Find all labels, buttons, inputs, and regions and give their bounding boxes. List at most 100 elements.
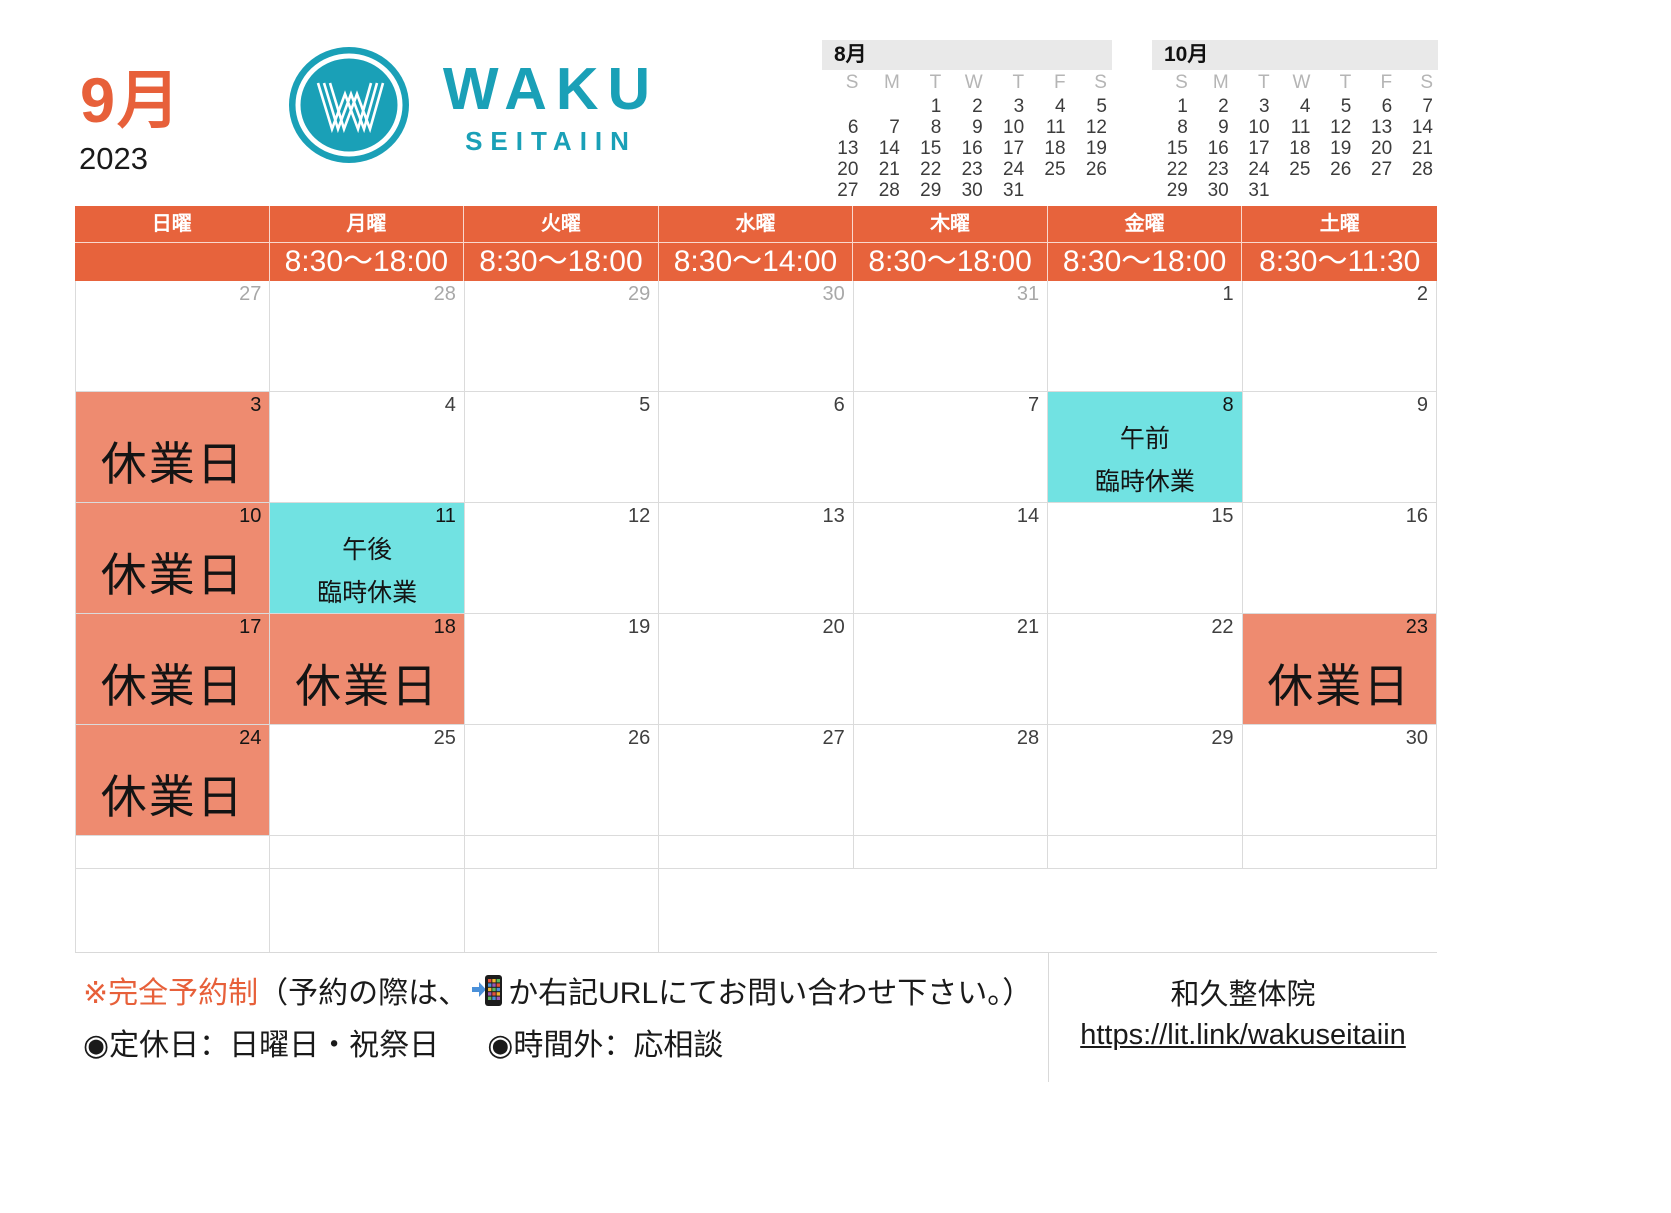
cell-content	[465, 640, 658, 725]
closed-day-label: 休業日	[100, 770, 245, 823]
date-number: 5	[639, 394, 651, 416]
mini-weekday-label: T	[1257, 72, 1270, 93]
date-number: 19	[628, 616, 651, 638]
cell-content	[1243, 751, 1436, 836]
calendar-day-cell: 3 休業日	[76, 392, 271, 503]
mini-date: 13	[837, 138, 859, 159]
empty-cell	[659, 836, 854, 869]
calendar-day-cell: 14	[853, 503, 1049, 614]
calendar-week-row: 24 休業日 25 26 27 28 29 30	[75, 725, 1437, 836]
mini-date: 21	[1411, 138, 1433, 159]
calendar-day-cell: 12	[464, 503, 660, 614]
clinic-url-link[interactable]: https://lit.link/wakuseitaiin	[1080, 1019, 1406, 1051]
notes-section: ※完全予約制 （予約の際は、 か右記URLにてお問い合わせ下さい。） ◉定休日：…	[75, 952, 1437, 1082]
hours-cell	[75, 243, 270, 281]
date-number: 6	[833, 394, 845, 416]
empty-row	[75, 836, 1437, 869]
mini-date: 15	[920, 138, 942, 159]
date-number: 8	[1222, 394, 1234, 416]
cell-content	[1048, 529, 1241, 614]
mini-date: 2	[972, 96, 983, 117]
mini-date: 27	[837, 180, 859, 201]
mini-date: 19	[1330, 138, 1352, 159]
mini-weekday-label: W	[964, 72, 983, 93]
mini-date: 2	[1218, 96, 1229, 117]
empty-cell	[76, 836, 271, 869]
calendar-week-row: 27 28 29 30 31 1 2	[75, 281, 1437, 392]
calendar-day-cell: 17 休業日	[76, 614, 271, 725]
mini-weekday-label: S	[1175, 72, 1188, 93]
mini-date: 31	[1248, 180, 1270, 201]
date-number: 12	[628, 505, 651, 527]
hours-row: 8:30〜18:00 8:30〜18:00 8:30〜14:00 8:30〜18:00…	[75, 243, 1437, 281]
mini-date: 3	[1258, 96, 1270, 117]
day-header: 火曜	[464, 206, 659, 243]
mini-calendar-title: 10月	[1152, 40, 1438, 70]
calendar-day-cell: 13	[659, 503, 854, 614]
mini-date: 11	[1045, 117, 1066, 138]
mini-weekday-label: F	[1380, 72, 1393, 93]
reservation-note: ※完全予約制 （予約の際は、 か右記URLにてお問い合わせ下さい。）	[83, 967, 1048, 1013]
mini-date: 24	[1248, 159, 1270, 180]
mini-date: 17	[1248, 138, 1270, 159]
date-number: 26	[628, 727, 651, 749]
day-header: 木曜	[853, 206, 1048, 243]
calendar-day-cell: 22	[1048, 614, 1243, 725]
day-header: 金曜	[1047, 206, 1243, 243]
calendar-day-cell: 27	[659, 725, 854, 836]
cell-content	[1243, 418, 1436, 503]
cell-content	[659, 640, 852, 725]
calendar-day-cell: 8 午前 臨時休業	[1048, 392, 1243, 503]
empty-cell	[1048, 869, 1242, 952]
mini-date: 30	[961, 180, 983, 201]
brand-name: WAKU	[442, 56, 660, 122]
cell-content	[659, 307, 852, 392]
mini-date: 29	[1166, 180, 1188, 201]
closed-days-note: ◉定休日：日曜日・祝祭日	[83, 1029, 440, 1062]
mini-date: 5	[1340, 96, 1352, 117]
mini-week-row: 15 16 17 18 19 20 21	[1152, 138, 1438, 159]
hours-cell: 8:30〜18:00	[269, 243, 465, 281]
cell-content: 午後 臨時休業	[270, 529, 463, 614]
phone-icon	[472, 975, 503, 1006]
calendar-day-cell: 21	[853, 614, 1049, 725]
calendar-day-cell: 20	[659, 614, 854, 725]
mini-weekday-label: T	[929, 72, 942, 93]
mini-date: 8	[930, 117, 942, 138]
page-title: 9月	[80, 66, 183, 136]
cell-content	[854, 307, 1047, 392]
empty-cell	[854, 869, 1048, 952]
date-number: 18	[433, 616, 456, 638]
cell-content	[465, 418, 658, 503]
calendar-week-row: 3 休業日 4 5 6 7 8 午前 臨時休業 9	[75, 392, 1437, 503]
date-number: 3	[250, 394, 262, 416]
cell-content	[465, 529, 658, 614]
mini-date: 5	[1096, 96, 1107, 117]
mini-week-row: 1 2 3 4 5 6 7	[1152, 96, 1438, 117]
hours-cell: 8:30〜18:00	[1047, 243, 1243, 281]
day-header: 日曜	[75, 206, 270, 243]
mini-week-row: 20 21 22 23 24 25 26	[822, 159, 1112, 180]
notes-left: ※完全予約制 （予約の際は、 か右記URLにてお問い合わせ下さい。） ◉定休日：…	[75, 953, 1048, 1082]
mini-date: 20	[837, 159, 859, 180]
empty-cell	[1242, 836, 1437, 869]
reservation-label: ※完全予約制	[83, 977, 259, 1010]
mini-date: 4	[1299, 96, 1311, 117]
mini-calendar-title: 8月	[822, 40, 1112, 70]
closed-day-label: 休業日	[295, 659, 440, 712]
mini-date: 6	[1381, 96, 1393, 117]
calendar-day-cell: 28	[270, 281, 465, 392]
calendar-day-cell: 4	[270, 392, 465, 503]
mini-date: 10	[1248, 117, 1270, 138]
mini-date: 18	[1044, 138, 1066, 159]
calendar-day-cell: 6	[659, 392, 854, 503]
calendar-day-cell: 11 午後 臨時休業	[270, 503, 465, 614]
day-header: 土曜	[1242, 206, 1437, 243]
date-number: 28	[1016, 727, 1040, 749]
mini-date: 3	[1013, 96, 1025, 117]
mini-weekday-label: S	[845, 72, 859, 93]
mini-date: 1	[1177, 96, 1188, 117]
calendar-day-cell: 31	[853, 281, 1049, 392]
date-number: 17	[239, 616, 262, 638]
